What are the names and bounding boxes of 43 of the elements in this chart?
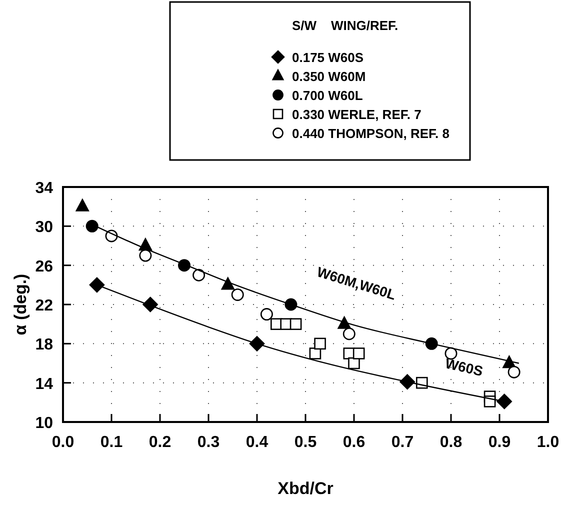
x-tick-label: 0.1 xyxy=(100,434,123,451)
point xyxy=(508,366,520,378)
y-tick-label: 10 xyxy=(35,415,54,432)
y-tick-label: 18 xyxy=(35,336,54,354)
x-tick-label: 0.5 xyxy=(294,434,317,451)
point xyxy=(76,198,89,212)
x-tick-label: 0.8 xyxy=(440,434,462,451)
annotation: W60S xyxy=(444,355,484,380)
y-axis-title: α (deg.) xyxy=(11,274,30,336)
point xyxy=(496,394,512,410)
y-tick-label: 14 xyxy=(35,376,54,393)
x-tick-label: 0.7 xyxy=(391,434,414,451)
point xyxy=(290,318,302,330)
point xyxy=(444,347,458,360)
point xyxy=(89,277,105,293)
x-tick-label: 1.0 xyxy=(536,434,560,451)
x-tick-label: 0.4 xyxy=(246,434,268,451)
point xyxy=(342,328,356,340)
legend-label: 0.175 W60S xyxy=(292,50,364,65)
point xyxy=(249,336,265,352)
point xyxy=(352,348,365,360)
point xyxy=(192,268,206,282)
legend-label: 0.700 W60L xyxy=(292,88,363,103)
point xyxy=(314,338,326,350)
x-tick-label: 0.0 xyxy=(52,434,74,451)
point xyxy=(142,296,158,312)
legend-label: 0.330 WERLE, REF. 7 xyxy=(292,107,422,122)
x-tick-label: 0.2 xyxy=(148,434,172,451)
point xyxy=(221,277,234,290)
legend-title: S/W WING/REF. xyxy=(292,18,398,33)
x-tick-label: 0.3 xyxy=(197,434,220,451)
y-tick-label: 26 xyxy=(35,258,54,276)
legend-label: 0.440 THOMPSON, REF. 8 xyxy=(292,126,450,141)
point xyxy=(231,288,244,301)
x-tick-label: 0.6 xyxy=(342,434,366,451)
x-axis-title: Xbd/Cr xyxy=(278,479,334,498)
point xyxy=(260,308,273,321)
x-tick-label: 0.9 xyxy=(488,434,511,451)
y-tick-label: 22 xyxy=(35,298,54,314)
legend-label: 0.350 W60M xyxy=(292,69,366,84)
y-tick-label: 30 xyxy=(35,219,54,236)
point xyxy=(139,249,152,262)
y-tick-label: 34 xyxy=(35,180,54,197)
